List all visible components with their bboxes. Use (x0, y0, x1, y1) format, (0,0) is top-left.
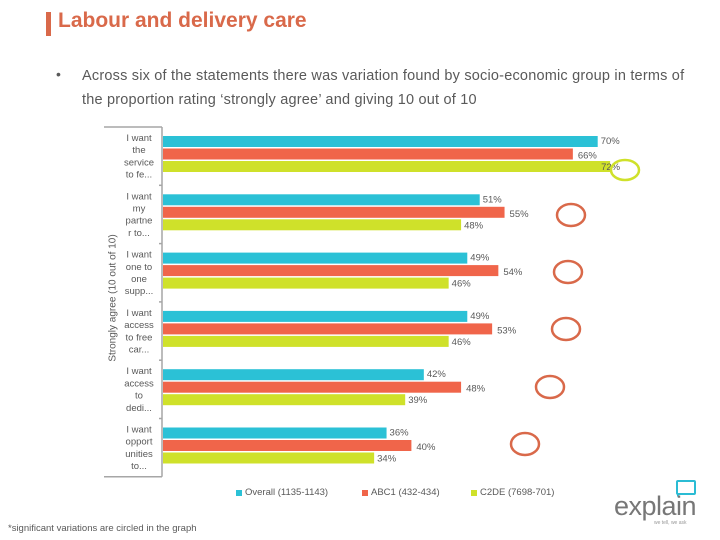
significance-circle-abc1 (509, 431, 541, 457)
category-label-line: to fe... (126, 170, 152, 181)
value-label-overall: 49% (470, 253, 490, 264)
value-label-overall: 70% (601, 136, 621, 147)
category-label: I want one to one supp... (125, 250, 154, 298)
category-label-line: dedi... (126, 403, 152, 414)
category-label-line: the (132, 145, 145, 156)
bar-overall (163, 369, 424, 381)
bar-overall (163, 252, 468, 264)
value-label-overall: 36% (390, 428, 410, 439)
bar-overall (163, 310, 468, 322)
value-label-overall: 49% (470, 311, 490, 322)
bar-overall (163, 136, 598, 147)
significance-circle-abc1 (534, 374, 566, 400)
bar-c2de (163, 394, 406, 406)
category-label-line: unities (125, 449, 153, 460)
value-label-abc1: 53% (497, 325, 517, 336)
bar-abc1 (163, 148, 573, 160)
category-label-line: one to (126, 262, 152, 273)
footnote: *significant variations are circled in t… (8, 523, 197, 534)
value-label-overall: 51% (483, 194, 503, 205)
category-label-line: access (124, 378, 154, 389)
category-label: I want my partne r to... (126, 191, 153, 239)
bar-abc1 (163, 381, 462, 393)
value-label-c2de: 46% (452, 279, 472, 290)
bar-overall (163, 427, 387, 439)
bar-abc1 (163, 206, 505, 218)
explain-logo: explain we tell, we ask (614, 480, 704, 527)
category-label-line: I want (126, 191, 152, 202)
category-label-line: I want (126, 366, 152, 377)
value-label-abc1: 48% (466, 384, 486, 395)
significance-circle-abc1 (555, 202, 587, 228)
significance-circle-abc1 (552, 259, 584, 285)
value-label-overall: 42% (427, 369, 447, 380)
bar-c2de (163, 335, 449, 347)
value-label-abc1: 55% (510, 209, 530, 220)
category-label-line: one (131, 274, 147, 285)
legend-label-abc1: ABC1 (432-434) (371, 487, 440, 498)
title-accent-bar (46, 12, 51, 36)
category-label-line: partne (126, 216, 153, 227)
category-label-line: to... (131, 461, 147, 472)
bar-abc1 (163, 323, 493, 335)
category-label-line: to free (126, 332, 153, 343)
legend-swatch-abc1 (362, 489, 368, 496)
speech-bubble-tail-icon (677, 493, 681, 497)
logo-tagline: we tell, we ask (654, 520, 687, 526)
significance-circle-abc1 (550, 316, 582, 342)
legend-label-overall: Overall (1135-1143) (245, 487, 329, 498)
value-label-c2de: 39% (408, 395, 428, 406)
page-title: Labour and delivery care (58, 9, 307, 32)
bar-overall (163, 194, 480, 206)
category-label: I want opport unities to... (125, 425, 153, 473)
category-label-line: car... (129, 345, 150, 356)
legend-item-abc1: ABC1 (432-434) (362, 487, 440, 498)
legend-item-c2de: C2DE (7698-701) (471, 487, 554, 498)
category-label-line: I want (126, 425, 152, 436)
significance-circle-c2de (609, 158, 641, 182)
category-label: I want the service to fe... (124, 133, 154, 181)
value-label-c2de: 34% (377, 454, 397, 465)
category-label-line: service (124, 157, 154, 168)
legend-item-overall: Overall (1135-1143) (236, 487, 328, 498)
legend-swatch-c2de (471, 489, 477, 496)
category-label-line: my (133, 204, 146, 215)
bar-c2de (163, 277, 449, 289)
category-label: I want access to free car... (124, 308, 154, 356)
value-label-abc1: 40% (416, 442, 436, 453)
value-label-c2de: 48% (464, 220, 484, 231)
intro-text: Across six of the statements there was v… (82, 68, 685, 108)
category-label-line: r to... (128, 228, 150, 239)
legend-label-c2de: C2DE (7698-701) (480, 487, 555, 498)
category-label-line: I want (126, 308, 152, 319)
category-label-line: to (135, 391, 143, 402)
bar-c2de (163, 452, 375, 464)
value-label-c2de: 46% (452, 337, 472, 348)
bar-abc1 (163, 440, 412, 451)
legend-swatch-overall (236, 489, 242, 496)
category-label-line: I want (126, 133, 152, 144)
bullet-point: • (56, 66, 61, 82)
category-label: I want access to dedi... (124, 366, 154, 414)
bar-c2de (163, 219, 462, 231)
category-label-line: I want (126, 250, 152, 261)
bar-c2de (163, 161, 611, 172)
category-label-line: opport (126, 437, 153, 448)
speech-bubble-icon (676, 480, 696, 495)
category-label-line: supp... (125, 286, 154, 297)
value-label-abc1: 54% (503, 267, 523, 278)
category-label-line: access (124, 320, 154, 331)
value-label-abc1: 66% (578, 151, 598, 162)
bar-abc1 (163, 265, 499, 277)
logo-text: explain (614, 491, 697, 521)
